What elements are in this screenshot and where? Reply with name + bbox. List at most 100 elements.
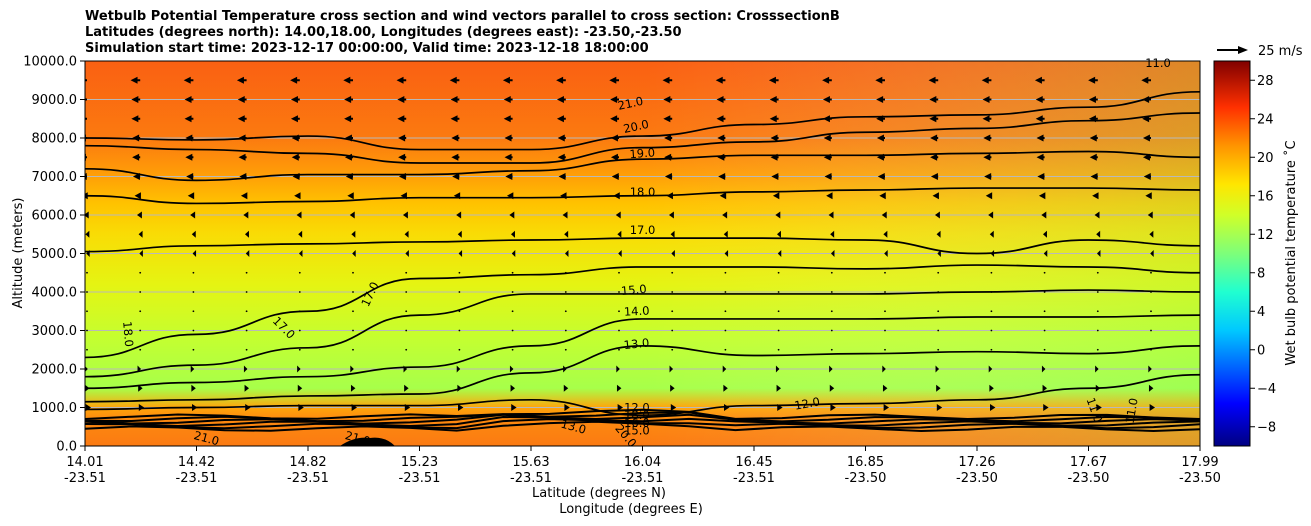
wind-vector xyxy=(1042,384,1048,392)
wind-vector xyxy=(504,134,513,142)
wind-vector xyxy=(458,310,461,313)
x-tick-label-lon: -23.51 xyxy=(733,471,775,486)
wind-vector xyxy=(449,76,460,84)
wind-vector xyxy=(664,173,673,180)
contour-label: 12.0 xyxy=(793,394,821,412)
wind-vector xyxy=(511,329,514,332)
wind-vector xyxy=(86,271,88,274)
wind-vector xyxy=(237,96,247,103)
wind-vector xyxy=(1148,384,1154,392)
wind-vector xyxy=(610,134,619,142)
wind-vector xyxy=(298,230,303,238)
wind-vector xyxy=(245,291,248,293)
wind-vector xyxy=(884,329,886,332)
wind-vector xyxy=(450,115,460,123)
wind-vector xyxy=(663,115,673,123)
wind-vector xyxy=(1096,329,1099,332)
wind-vector xyxy=(138,384,143,392)
wind-vector xyxy=(511,348,514,351)
wind-vector xyxy=(130,76,141,84)
wind-vector xyxy=(777,329,780,332)
wind-vector xyxy=(610,96,619,103)
wind-vector xyxy=(291,153,300,161)
wind-vectors xyxy=(85,76,1156,411)
wind-vector xyxy=(830,329,833,332)
wind-vector xyxy=(556,96,566,103)
wind-vector xyxy=(398,153,407,161)
contour-line-15 xyxy=(85,264,1200,359)
wind-vector xyxy=(1043,329,1046,332)
contour-label: 18.0 xyxy=(624,408,650,422)
wind-vector xyxy=(1089,134,1098,142)
colorbar-tick-label: −8 xyxy=(1257,420,1276,435)
wind-vector xyxy=(352,250,356,257)
x-tick-label-lon: -23.50 xyxy=(1068,471,1110,486)
contour-line-11 xyxy=(85,373,1200,417)
wind-vector xyxy=(1038,192,1046,200)
wind-vector xyxy=(1147,211,1153,219)
wind-vector xyxy=(936,404,943,411)
wind-vector xyxy=(775,211,781,219)
wind-vector xyxy=(1043,250,1048,257)
wind-vector xyxy=(985,192,993,200)
wind-vector xyxy=(137,365,142,373)
wind-vector xyxy=(139,348,142,351)
wind-vector xyxy=(245,310,248,313)
wind-vector xyxy=(724,329,727,332)
wind-vector xyxy=(344,96,353,103)
wind-vector xyxy=(822,76,832,84)
wind-vector xyxy=(983,134,992,142)
wind-vector xyxy=(509,211,515,219)
wind-vector xyxy=(982,96,992,103)
wind-vector xyxy=(990,271,993,274)
wind-vector xyxy=(777,310,780,313)
x-tick-label-lon: -23.51 xyxy=(622,471,664,486)
wind-vector xyxy=(776,230,781,238)
wind-vector xyxy=(830,291,833,293)
wind-vector xyxy=(139,310,142,313)
wind-vector xyxy=(724,348,727,351)
wind-vector xyxy=(344,134,353,142)
wind-vector xyxy=(404,230,409,238)
wind-vector xyxy=(402,211,408,219)
y-tick-label: 4000.0 xyxy=(32,286,78,301)
contour-label: 16.0 xyxy=(624,416,650,430)
wind-vector xyxy=(185,134,194,142)
wind-vector xyxy=(245,250,250,257)
wind-vector xyxy=(828,211,834,219)
wind-vector xyxy=(132,153,141,161)
wind-vector xyxy=(936,230,941,238)
wind-vector xyxy=(244,230,249,238)
wind-vector xyxy=(298,310,301,313)
wind-vector xyxy=(1036,153,1045,161)
wind-vector xyxy=(1043,271,1046,274)
wind-vector xyxy=(884,250,888,257)
wind-vector xyxy=(458,291,461,293)
wind-vector xyxy=(618,250,622,257)
y-tick-label: 3000.0 xyxy=(32,324,78,339)
wind-vector xyxy=(1142,153,1151,161)
wind-vector xyxy=(1043,291,1046,293)
wind-vector xyxy=(990,250,995,257)
wind-vector xyxy=(769,115,779,123)
wind-vector xyxy=(1088,96,1098,103)
wind-vector xyxy=(504,153,513,161)
colorbar-ticks: −8 −4 0 4 8 12 16 20 24 28 xyxy=(1250,74,1276,435)
wind-vector xyxy=(988,365,993,373)
wind-vector xyxy=(671,291,674,293)
colorbar-tick-label: 20 xyxy=(1257,151,1274,166)
wind-vector xyxy=(662,76,673,84)
wind-vector xyxy=(452,173,460,180)
wind-vector xyxy=(86,310,88,313)
wind-vector xyxy=(935,365,940,373)
wind-vector xyxy=(930,153,939,161)
x-tick-label-lat: 14.42 xyxy=(178,455,215,470)
x-tick-label-lon: -23.51 xyxy=(64,471,106,486)
wind-vector xyxy=(990,348,993,351)
contour-label: 11.0 xyxy=(1145,56,1171,70)
contour-label: 12.0 xyxy=(624,400,650,414)
wind-vector xyxy=(1096,230,1101,238)
wind-vector xyxy=(352,348,354,351)
wind-vector xyxy=(1092,192,1099,200)
wind-vector xyxy=(403,365,408,373)
